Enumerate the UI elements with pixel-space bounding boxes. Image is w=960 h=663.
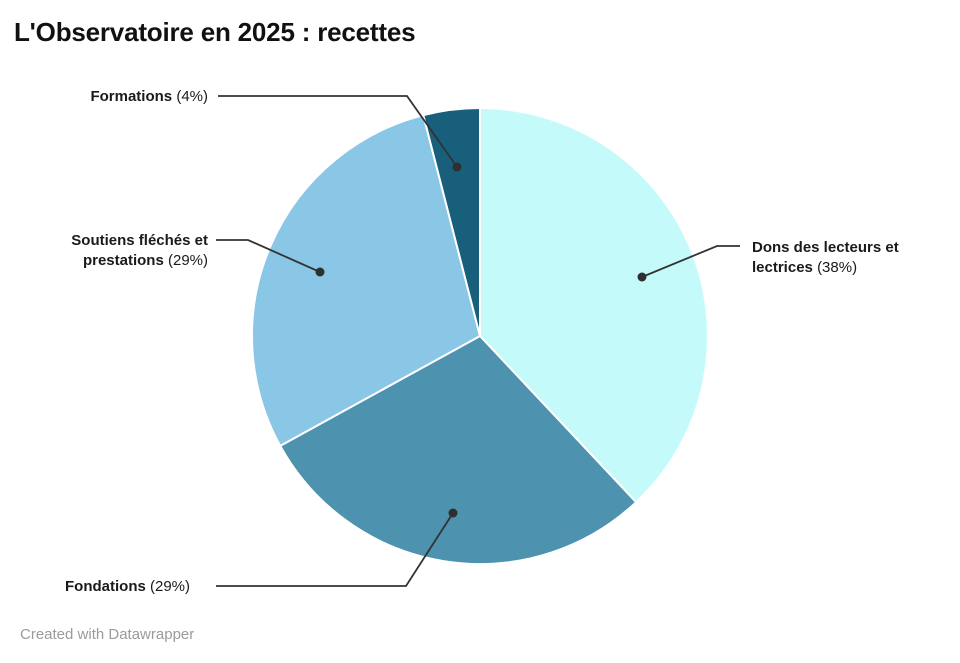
label-anchor-dots <box>315 162 647 518</box>
anchor-dot-fondations <box>448 508 458 518</box>
pie-slice-fondations[interactable] <box>279 335 638 565</box>
slice-percent: (29%) <box>150 578 191 595</box>
connector-fondations <box>216 512 454 587</box>
connector-dons <box>641 245 740 278</box>
pie-slice-formations[interactable] <box>422 107 481 337</box>
connector-soutiens <box>216 239 321 273</box>
slice-label: Dons des lecteurs et lectrices <box>752 239 899 276</box>
slice-percent: (4%) <box>176 88 208 105</box>
pie-slice-dons-des-lecteurs-et-lectrices[interactable] <box>479 107 709 504</box>
anchor-dot-dons <box>637 272 647 282</box>
slice-label: Fondations <box>65 578 146 595</box>
slice-percent: (29%) <box>167 252 208 269</box>
anchor-dot-soutiens <box>315 267 325 277</box>
slice-percent: (38%) <box>817 259 858 276</box>
callout-soutiens: Soutiens fléchés et prestations (29%) <box>0 231 208 271</box>
datawrapper-credit: Created with Datawrapper <box>20 626 195 643</box>
pie-slice-soutiens-fleches-et-prestations[interactable] <box>251 114 481 447</box>
slice-label: Formations <box>90 88 173 105</box>
callout-formations: Formations (4%) <box>0 87 208 107</box>
callout-fondations: Fondations (29%) <box>65 577 190 597</box>
anchor-dot-formations <box>452 162 462 172</box>
connector-formations <box>218 95 458 168</box>
pie <box>251 107 709 565</box>
slice-label: Soutiens fléchés et prestations <box>71 232 208 269</box>
label-connectors <box>216 95 740 587</box>
callout-dons: Dons des lecteurs et lectrices (38%) <box>752 238 942 278</box>
chart-title: L'Observatoire en 2025 : recettes <box>14 17 416 47</box>
